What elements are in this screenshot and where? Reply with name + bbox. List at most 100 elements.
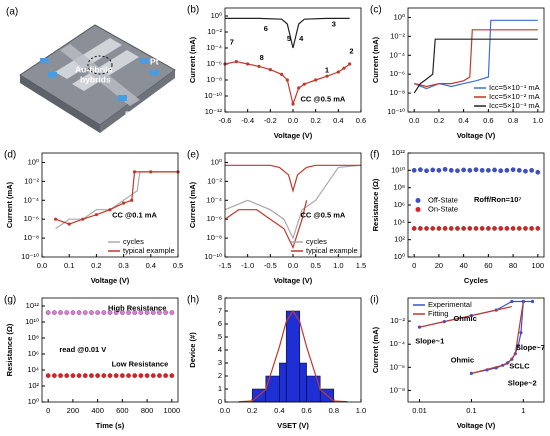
point — [535, 169, 541, 175]
point — [492, 226, 497, 231]
panel: (d) Voltage (V) Current (mA) 0.0 0.1 0.2 0.3 0.… — [4, 150, 183, 285]
y-tick-label: 10⁶ — [394, 200, 405, 209]
point — [107, 373, 113, 378]
x-axis-label: Voltage (V) — [91, 276, 130, 285]
y-axis-label: Current (mA) — [188, 36, 197, 83]
x-axis-label: Voltage (V) — [457, 131, 496, 140]
y-tick-label: 10⁻¹⁰ — [387, 107, 405, 116]
point — [523, 226, 528, 231]
x-tick-label: 0.2 — [434, 116, 444, 125]
label-hybrids: hybrids — [80, 74, 111, 84]
point — [430, 167, 436, 173]
x-tick-label: -0.4 — [241, 116, 254, 125]
point — [448, 226, 454, 231]
y-tick-label: 10⁰ — [394, 12, 405, 21]
y-tick-label: 5 — [218, 332, 222, 341]
panel: (b) Voltage (V) Current (mA) -0.6 -0.4 -0.2 0.… — [187, 5, 366, 140]
marker — [94, 213, 98, 217]
x-axis-label: Voltage (V) — [274, 276, 313, 285]
legend-label: Icc=5×10⁻³ mA — [489, 101, 540, 110]
bar — [299, 362, 307, 403]
point — [461, 226, 466, 231]
point — [58, 310, 63, 315]
x-tick-label: -0.2 — [264, 116, 277, 125]
y-tick-label: 10⁻⁶ — [207, 59, 222, 68]
series-line — [419, 306, 512, 328]
y-tick-label: 10⁻² — [390, 316, 405, 325]
bar — [265, 375, 280, 403]
panel-label: (e) — [187, 150, 199, 161]
plot-frame — [41, 152, 179, 258]
marker — [130, 198, 134, 202]
bar — [279, 362, 287, 403]
plot-frame — [407, 297, 545, 403]
annotation: Ohmic — [451, 355, 474, 364]
point — [418, 226, 423, 231]
y-tick-label: 10⁸ — [393, 183, 405, 192]
point — [120, 373, 125, 378]
point — [486, 226, 491, 231]
x-tick-label: 0.1 — [466, 406, 476, 415]
x-tick-label: 0.4 — [458, 116, 468, 125]
point — [535, 226, 541, 231]
panel: (c) Voltage (V) Current (mA) 0.0 0.2 0.4 0.6 0.… — [370, 5, 545, 140]
plot-frame — [41, 297, 179, 403]
panel: (h) VSET (V) Device (#) 0.0 0.2 0.4 0.6 0.8 1.0 0… — [187, 293, 366, 430]
point — [479, 167, 485, 173]
y-tick-label: 10⁻⁸ — [207, 75, 222, 84]
y-axis-label: Current (mA) — [5, 181, 14, 228]
point — [516, 226, 522, 231]
marker — [285, 78, 289, 82]
legend-label: Fitting — [428, 309, 448, 318]
annotation: Low Resistance — [112, 360, 169, 369]
x-tick-label: 0.0 — [409, 116, 419, 125]
plot-frame — [224, 7, 362, 113]
y-tick-label: 10¹² — [26, 301, 40, 310]
y-tick-label: 10² — [28, 381, 39, 390]
point — [64, 310, 70, 315]
x-tick-label: 1.0 — [533, 116, 543, 125]
point — [64, 373, 70, 378]
x-tick-label: 0.6 — [483, 116, 493, 125]
y-tick-label: 10⁰ — [28, 397, 39, 406]
annotation: 2 — [349, 47, 353, 56]
panel-label: (d) — [4, 150, 16, 161]
point — [455, 168, 460, 174]
marker — [81, 217, 85, 221]
panel-label: (g) — [4, 295, 16, 306]
bar — [306, 375, 321, 403]
y-tick-label: 4 — [218, 345, 222, 354]
series-line — [471, 301, 524, 374]
marker — [521, 299, 525, 304]
point — [70, 310, 76, 315]
point — [126, 310, 131, 315]
x-tick-label: 200 — [67, 406, 80, 415]
x-tick-label: -0.6 — [219, 116, 232, 125]
x-tick-label: 0.01 — [412, 406, 427, 415]
point — [76, 373, 82, 378]
series-line — [55, 171, 178, 230]
y-axis-label: Current (mA) — [371, 326, 380, 373]
panel: (g) Time (s) Resistance (Ω) 0 200 400 600 800 10… — [4, 295, 180, 430]
point — [467, 226, 473, 231]
legend-label: Experimental — [428, 300, 472, 309]
y-tick-label: 3 — [218, 358, 222, 367]
panel: (f) Cycles Resistance (Ω) 0 20 40 60 80 100 10⁰ 10… — [370, 148, 545, 285]
point — [492, 167, 497, 173]
legend-swatch — [415, 207, 421, 212]
x-tick-label: 0.2 — [247, 406, 257, 415]
marker — [297, 86, 301, 90]
marker — [268, 67, 272, 72]
x-tick-label: 0.5 — [173, 261, 183, 270]
point — [82, 310, 88, 315]
annotation: read @0.01 V — [59, 345, 106, 354]
series-line — [413, 19, 538, 90]
panel: (i) Voltage (V) Current (mA) 0.01 0.1 1 10⁻² 10… — [370, 295, 545, 430]
marker — [325, 74, 329, 78]
point — [157, 310, 162, 315]
point — [89, 373, 94, 378]
legend-label: cycles — [123, 237, 144, 246]
annotation: 8 — [260, 53, 264, 62]
y-tick-label: 10⁻² — [24, 176, 39, 185]
marker — [280, 72, 284, 77]
